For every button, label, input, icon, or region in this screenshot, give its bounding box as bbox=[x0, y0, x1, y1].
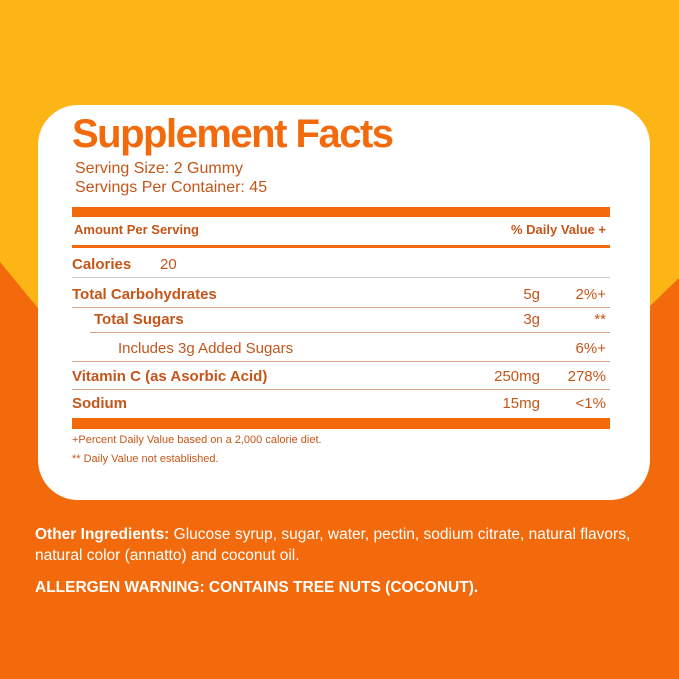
divider bbox=[72, 389, 610, 390]
nutrient-amount: 3g bbox=[523, 311, 540, 328]
nutrient-row: Sodium 15mg <1% bbox=[72, 395, 610, 415]
nutrient-name: Total Carbohydrates bbox=[72, 286, 217, 303]
nutrient-amount: 5g bbox=[523, 286, 540, 303]
medium-divider bbox=[72, 245, 610, 248]
header-row: Amount Per Serving % Daily Value + bbox=[72, 222, 610, 242]
footnote-daily-value: +Percent Daily Value based on a 2,000 ca… bbox=[72, 434, 322, 446]
divider bbox=[72, 277, 610, 278]
nutrient-name: Sodium bbox=[72, 395, 127, 412]
supplement-facts-panel bbox=[38, 105, 650, 500]
nutrient-row: Includes 3g Added Sugars 6%+ bbox=[72, 340, 610, 360]
nutrient-row: Total Carbohydrates 5g 2%+ bbox=[72, 286, 610, 306]
nutrient-dv: 6%+ bbox=[575, 340, 606, 357]
divider bbox=[72, 361, 610, 362]
nutrient-row: Total Sugars 3g ** bbox=[72, 311, 610, 331]
thick-divider bbox=[72, 418, 610, 429]
ingredients-text: Glucose syrup, sugar, water, pectin, sod… bbox=[35, 526, 631, 564]
divider bbox=[72, 307, 610, 308]
nutrient-dv: 2%+ bbox=[575, 286, 606, 303]
nutrient-row: Vitamin C (as Asorbic Acid) 250mg 278% bbox=[72, 368, 610, 388]
nutrient-dv: 278% bbox=[567, 368, 606, 385]
nutrient-dv: ** bbox=[594, 311, 606, 328]
servings-per-container: Servings Per Container: 45 bbox=[75, 179, 268, 196]
other-ingredients: Other Ingredients: Glucose syrup, sugar,… bbox=[35, 524, 655, 566]
ingredients-label: Other Ingredients: bbox=[35, 526, 170, 543]
nutrient-dv: <1% bbox=[575, 395, 606, 412]
footnote-not-established: ** Daily Value not established. bbox=[72, 453, 219, 465]
nutrient-amount: 15mg bbox=[502, 395, 540, 412]
nutrient-name: Vitamin C (as Asorbic Acid) bbox=[72, 368, 268, 385]
serving-size: Serving Size: 2 Gummy bbox=[75, 160, 244, 177]
thick-divider bbox=[72, 207, 610, 217]
nutrient-name: Includes 3g Added Sugars bbox=[118, 340, 294, 357]
nutrient-amount: 250mg bbox=[494, 368, 540, 385]
nutrient-name: Total Sugars bbox=[94, 311, 184, 328]
calories-row: Calories 20 bbox=[72, 256, 610, 276]
calories-label: Calories bbox=[72, 256, 132, 273]
divider bbox=[90, 332, 610, 333]
amount-per-serving-label: Amount Per Serving bbox=[74, 222, 199, 237]
calories-value: 20 bbox=[160, 256, 177, 273]
daily-value-label: % Daily Value + bbox=[510, 222, 606, 237]
panel-title: Supplement Facts bbox=[72, 112, 394, 156]
allergen-warning: ALLERGEN WARNING: CONTAINS TREE NUTS (CO… bbox=[35, 579, 479, 596]
